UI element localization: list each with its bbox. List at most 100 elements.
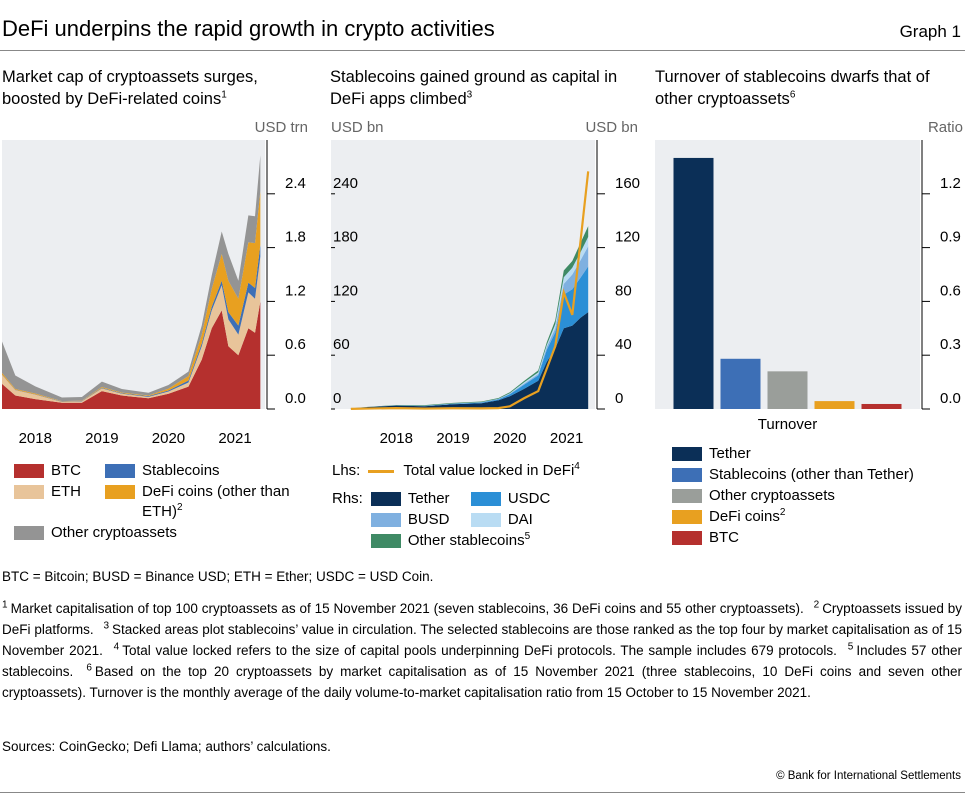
x-tick-label: 2018 [19,430,52,447]
footnote-mark: 6 [86,662,92,674]
legend-text: Tether [408,489,450,509]
footnote-mark: 2 [177,502,183,513]
footnote: 3 Stacked areas plot stablecoins’ value i… [2,621,962,658]
y-tick-label: 120 [333,282,358,299]
y-tick-label: 1.2 [940,175,961,192]
legend-text: Total value locked in DeFi4 [403,461,579,481]
legend-group-label: Rhs: [332,490,363,507]
y-tick-label: 1.8 [285,229,306,246]
legend-item: Stablecoins [105,461,305,481]
legend-label: BTC [51,462,81,479]
footnotes: 1 Market capitalisation of top 100 crypto… [2,598,962,703]
legend-item: Stablecoins (other than Tether) [672,465,914,485]
y-tick-label: 80 [615,282,632,299]
stacked-area [2,256,261,403]
legend-swatch [672,510,702,524]
legend-item: Tether [672,444,914,464]
legend-text: Stablecoins [142,461,220,481]
legend-swatch [470,492,501,506]
legend-item: Total value locked in DeFi4 [360,461,580,481]
legend-swatch [672,489,702,503]
x-tick-label: 2020 [493,430,526,447]
sources: Sources: CoinGecko; Defi Llama; authors’… [2,739,331,754]
footnote-text: Market capitalisation of top 100 cryptoa… [10,601,804,616]
y-tick-label: 40 [615,336,632,353]
footnote-text: Stacked areas plot stablecoins’ value in… [2,622,962,658]
legend-text: BUSD [408,510,450,530]
y-tick-label: 120 [615,229,640,246]
legend-item: DeFi coins2 [672,507,914,527]
legend-text: BTC [709,528,739,548]
legend-label: Stablecoins [142,462,220,479]
footnote-text: Includes 57 other stablecoins. [2,643,962,679]
graph-label: Graph 1 [899,22,961,41]
y-tick-label: 2.4 [285,175,306,192]
legend-text: Tether [709,444,751,464]
x-tick-label: 2019 [85,430,118,447]
footnote-mark: 6 [789,89,796,101]
y-tick-label: 0 [615,390,623,407]
legend-item: ETH [14,482,105,522]
abbreviations: BTC = Bitcoin; BUSD = Binance USD; ETH =… [2,569,434,584]
legend-text: BTC [51,461,81,481]
legend-item: Other cryptoassets [14,523,305,543]
footer-rule [0,792,965,793]
legend-item: DAI [470,510,591,530]
legend-label: BUSD [407,511,450,528]
chart-panel: 0.0 0.6 1.2 1.8 2.4 USD trn 2018 2019 2020 2021 [2,119,308,447]
footnote: 5 Includes 57 other stablecoins. [2,642,962,679]
page-title: DeFi underpins the rapid growth in crypt… [2,16,495,41]
legend-line [368,470,395,473]
legend-swatch [14,526,44,540]
footnote-mark: 3 [466,89,473,101]
stacked-area [350,312,589,409]
chart-panel: 0.0 0.3 0.6 0.9 1.2 Ratio Turnover [655,119,963,433]
axis-unit: USD bn [585,119,638,136]
header-rule [0,50,965,51]
legend-label: Other cryptoassets [51,524,177,541]
legend-label: Total value locked in DeFi [403,462,575,479]
panel-title: Market cap of cryptoassets surges, boost… [2,66,312,110]
legend-label: Tether [709,445,751,462]
footnote: 2 Cryptoassets issued by DeFi platforms. [2,599,962,637]
legend-text: Stablecoins (other than Tether) [709,465,914,485]
legend-swatch [672,468,702,482]
legend-text: DAI [508,510,533,530]
legend-text: ETH [51,482,81,502]
footnote-mark: 2 [813,599,820,611]
footnote-mark: 1 [2,599,8,611]
x-tick-label: Turnover [758,416,817,433]
legend-label: Other stablecoins [407,532,525,549]
legend: BTC ETH Stablecoins DeFi coins (other than … [14,461,305,543]
legend-swatch [370,534,401,548]
footnote: 1 Market capitalisation of top 100 crypto… [2,599,804,616]
legend-label: ETH [51,483,81,500]
legend-text: USDC [508,489,551,509]
y-tick-label: 60 [333,336,350,353]
x-tick-label: 2020 [152,430,185,447]
y-tick-label: 0.0 [940,390,961,407]
legend-label: Other cryptoassets [709,487,835,504]
bar [861,403,902,409]
legend-swatch [370,513,401,527]
legend: Lhs: Total value locked in DeFi4 Rhs: Tethe… [332,461,632,551]
y-tick-label: 0 [333,390,341,407]
y-tick-label: 0.0 [285,390,306,407]
x-tick-label: 2018 [380,430,413,447]
axis-unit: USD bn [331,119,384,136]
footnote-mark: 5 [524,531,531,542]
panel-title-text: Market cap of cryptoassets surges, boost… [2,68,258,108]
stacked-area [2,301,261,409]
legend-swatch [672,531,702,545]
panel-title: Stablecoins gained ground as capital in … [330,66,635,110]
legend-label: DeFi coins [709,508,780,525]
y-tick-label: 0.6 [285,336,306,353]
legend-swatch [672,447,702,461]
footnote-text: Based on the top 20 cryptoassets by mark… [2,664,962,700]
legend-item: BTC [672,528,914,548]
x-tick-label: 2021 [550,430,583,447]
legend-group-label: Lhs: [332,462,361,479]
y-tick-label: 1.2 [285,282,306,299]
legend-text: Other cryptoassets [51,523,177,543]
bar [767,371,808,409]
